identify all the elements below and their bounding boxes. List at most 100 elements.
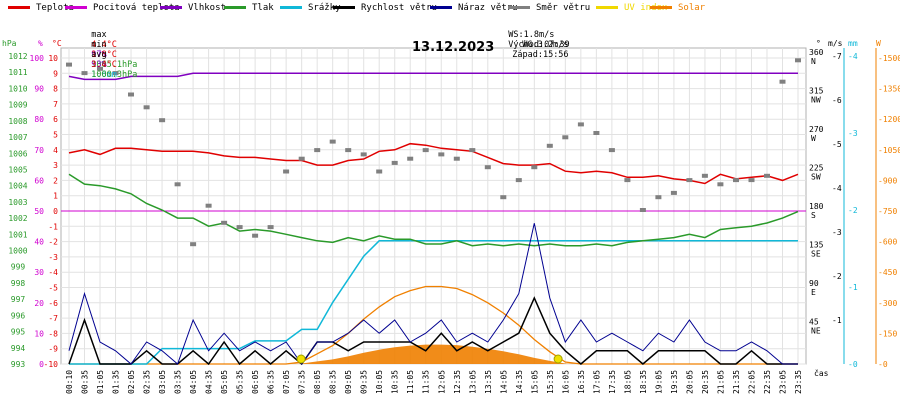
ms-tick-label: -3 xyxy=(832,228,842,237)
x-tick-label: 14:35 xyxy=(515,370,524,394)
degc-tick-label: 5 xyxy=(53,131,58,140)
max-pres: 1005.1hPa xyxy=(91,60,138,70)
degc-tick-label: 4 xyxy=(53,146,58,155)
w-tick-label: -900 xyxy=(878,176,897,185)
legend-swatch xyxy=(596,6,618,9)
legend-swatch xyxy=(280,6,302,9)
wind-dir-point xyxy=(577,122,584,127)
x-tick-label: 21:35 xyxy=(732,370,741,394)
dir-tick-value: 360 xyxy=(809,48,824,57)
legend-item-5: Srážky xyxy=(280,3,341,14)
dir-tick-value: 90 xyxy=(809,279,819,288)
wind-dir-point xyxy=(655,195,662,200)
w-unit: W xyxy=(876,39,881,48)
degc-tick-label: -5 xyxy=(48,284,58,293)
hpa-tick-label: 1006 xyxy=(8,149,27,158)
x-tick-label: 09:35 xyxy=(360,370,369,394)
dir-tick-label: SE xyxy=(811,250,821,259)
x-tick-label: 15:35 xyxy=(546,370,555,394)
wind-dir-point xyxy=(717,182,724,187)
x-tick-label: 03:35 xyxy=(174,370,183,394)
dir-tick-value: 135 xyxy=(809,241,824,250)
legend-item-2: Pocitová teplota xyxy=(65,3,180,14)
min-pres: 1000.3hPa xyxy=(91,70,138,80)
solar-line xyxy=(69,285,798,365)
wind-dir-point xyxy=(128,92,134,97)
hpa-tick-label: 993 xyxy=(11,360,26,369)
pct-tick-label: 80 xyxy=(34,115,44,124)
chart-title: 13.12.2023 xyxy=(412,40,495,55)
degc-tick-label: -2 xyxy=(48,238,58,247)
legend-label: Tlak xyxy=(252,3,274,13)
wind-dir-point xyxy=(174,182,181,187)
wind-dir-point xyxy=(112,71,119,76)
dir-tick-label: E xyxy=(811,288,816,297)
degc-tick-label: 0 xyxy=(53,207,58,216)
wind-dir-point xyxy=(422,148,429,153)
x-tick-label: 12:35 xyxy=(453,370,462,394)
x-tick-label: 06:05 xyxy=(251,370,260,394)
wind-dir-point xyxy=(143,105,150,110)
wind-dir-point xyxy=(779,79,786,84)
x-tick-label: 02:05 xyxy=(127,370,136,394)
wind-dir-point xyxy=(298,156,305,161)
wind-dir-point xyxy=(484,165,491,170)
mm-tick-label: -3 xyxy=(848,129,858,138)
x-axis-unit: čas xyxy=(814,368,829,378)
hpa-tick-label: 1007 xyxy=(8,133,27,142)
w-tick-label: -1350 xyxy=(878,85,900,94)
wind-dir-point xyxy=(562,135,569,140)
ms-tick-label: -6 xyxy=(832,96,842,105)
degc-tick-label: 3 xyxy=(53,161,58,170)
uv-marker xyxy=(553,354,563,364)
hpa-tick-label: 1002 xyxy=(8,214,27,223)
x-tick-label: 23:35 xyxy=(794,370,803,394)
humidity-line xyxy=(68,72,798,81)
wind-dir-point xyxy=(701,173,708,178)
plot-area xyxy=(60,47,807,365)
wind-dir-point xyxy=(159,118,166,123)
dir-tick-value: 315 xyxy=(809,87,824,96)
stats-max: max 4.4°C 97% 1005.1hPa 1.6mm xyxy=(81,20,137,80)
wg-value: WG:3.2m/s xyxy=(522,40,569,50)
x-tick-label: 05:05 xyxy=(220,370,229,394)
x-tick-label: 06:35 xyxy=(267,370,276,394)
wind-dir-point xyxy=(686,178,693,183)
pct-tick-label: 40 xyxy=(34,238,44,247)
w-tick-label: -750 xyxy=(878,207,897,216)
ms-tick-label: -7 xyxy=(832,52,842,61)
degc-tick-label: 2 xyxy=(53,176,58,185)
legend-label: UV index xyxy=(624,3,668,13)
wind-dir-point xyxy=(97,66,103,71)
degc-tick-label: 10 xyxy=(48,54,58,63)
wind-dir-point xyxy=(205,203,212,208)
avg-label: avg xyxy=(91,50,107,60)
x-tick-label: 08:05 xyxy=(313,370,322,394)
hpa-tick-label: 1012 xyxy=(8,52,27,61)
wind-dir-point xyxy=(500,195,507,200)
max-temp: 4.4°C xyxy=(91,40,117,50)
w-tick-label: -600 xyxy=(878,238,897,247)
legend-label: Náraz větru xyxy=(458,3,518,13)
x-tick-label: 20:05 xyxy=(685,370,694,394)
x-tick-label: 13:05 xyxy=(468,370,477,394)
legend-item-8: Směr větru xyxy=(508,3,590,14)
degc-tick-label: 7 xyxy=(53,100,58,109)
x-tick-label: 22:05 xyxy=(747,370,756,394)
axes-layer: 00:10 00:35 01:05 01:35 02:05 02:35 03:05 03:35… xyxy=(2,39,900,394)
stats-wind: WS:1.8m/s WG:3.2m/s xyxy=(498,20,568,50)
x-tick-label: 17:05 xyxy=(592,370,601,394)
legend-swatch xyxy=(160,6,182,9)
x-tick-label: 04:35 xyxy=(205,370,214,394)
w-tick-label: -1200 xyxy=(878,115,900,124)
x-tick-label: 01:35 xyxy=(112,370,121,394)
legend-label: Směr větru xyxy=(536,3,591,13)
dir-tick-label: W xyxy=(811,134,816,143)
legend-item-9: UV index xyxy=(596,3,667,14)
wind-dir-point xyxy=(764,173,770,178)
pct-tick-label: 60 xyxy=(34,176,44,185)
ms-tick-label: -2 xyxy=(832,272,842,281)
wind-dir-point xyxy=(221,220,228,225)
degc-tick-label: -1 xyxy=(48,222,58,231)
